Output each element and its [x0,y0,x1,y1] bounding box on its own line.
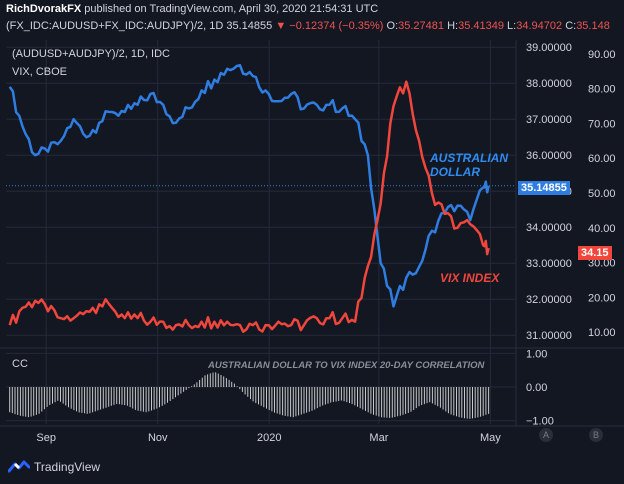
vix-price-tag: 34.15 [578,246,612,260]
x-tick-label: Sep [36,432,56,444]
y-left-tick-label: 31.00000 [526,330,572,342]
last-price: 35.14855 [226,20,273,32]
change-value: −0.12374 (−0.35%) [289,20,384,32]
y-right-tick-label: 80.00 [588,84,616,96]
y-right-tick-label: 70.00 [588,118,616,130]
down-arrow-icon: ▼ [275,20,287,32]
correlation-pane [9,372,490,419]
legend-pane-2[interactable]: CC [12,358,28,370]
grid [0,40,624,427]
y-left-tick-label: 37.00000 [526,114,572,126]
chart-canvas[interactable]: Sep Nov 2020 Mar May 31.00000 32.00000 33.00000… [0,0,624,452]
tradingview-logo-icon [8,460,30,473]
y-left-tick-label: 33.00000 [526,258,572,270]
y-left-tick-label: 32.00000 [526,294,572,306]
footer: TradingView [0,452,624,484]
publish-info: published on TradingView.com, April 30, … [81,3,379,15]
aud-annotation-line2: DOLLAR [430,165,480,179]
corr-annotation: AUSTRALIAN DOLLAR TO VIX INDEX 20-DAY CO… [207,360,486,371]
high-label: H: [447,20,459,32]
aud-annotation-line1: AUSTRALIAN [429,151,508,165]
corr-tick-label: 0.00 [526,382,547,394]
high-value: 35.41349 [458,20,504,32]
aud-series-line [8,63,490,308]
tradingview-logo[interactable]: TradingView [8,460,100,474]
author-name[interactable]: RichDvorakFX [6,3,82,15]
chart-header: RichDvorakFX published on TradingView.co… [6,0,624,40]
y-right-tick-label: 30.00 [588,258,616,270]
y-left-tick-label: 38.00000 [526,78,572,90]
publisher-line: RichDvorakFX published on TradingView.co… [6,3,378,15]
x-tick-label: Mar [369,432,388,444]
ohlc-line: (FX_IDC:AUDUSD+FX_IDC:AUDJPY)/2, 1D 35.1… [6,20,610,32]
y-left-tick-label: 36.00000 [526,150,572,162]
x-tick-label: May [480,432,501,444]
close-label: C: [565,20,577,32]
series-layer [8,63,490,333]
low-label: L: [507,20,517,32]
legend-series-2[interactable]: VIX, CBOE [12,66,68,78]
y-right-tick-label: 20.00 [588,292,616,304]
y-right-tick-label: 40.00 [588,223,616,235]
legend-series-1[interactable]: (AUDUSD+AUDJPY)/2, 1D, IDC [12,48,171,60]
x-tick-label: 2020 [257,432,281,444]
open-value: 35.27481 [398,20,445,32]
vix-annotation: VIX INDEX [440,271,500,285]
scale-b-button[interactable]: B [589,428,603,442]
x-tick-label: Nov [148,432,168,444]
low-value: 34.94702 [516,20,563,32]
symbol-label[interactable]: (FX_IDC:AUDUSD+FX_IDC:AUDJPY)/2, 1D [6,20,224,32]
y-left-tick-label: 39.00000 [526,42,572,54]
y-right-tick-label: 50.00 [588,188,616,200]
auto-scale-button[interactable]: A [539,428,553,442]
tradingview-brand: TradingView [34,460,101,474]
corr-tick-label: −1.00 [526,416,554,428]
corr-tick-label: 1.00 [526,348,547,360]
aud-price-tag: 35.14855 [518,181,570,195]
y-right-tick-label: 60.00 [588,153,616,165]
open-label: O: [386,20,399,32]
y-right-tick-label: 10.00 [588,327,616,339]
close-value: 35.148 [576,20,610,32]
y-right-tick-label: 90.00 [588,49,616,61]
axes: Sep Nov 2020 Mar May 31.00000 32.00000 33.00000… [36,42,615,444]
vix-series-line [8,80,490,333]
y-left-tick-label: 34.00000 [526,222,572,234]
